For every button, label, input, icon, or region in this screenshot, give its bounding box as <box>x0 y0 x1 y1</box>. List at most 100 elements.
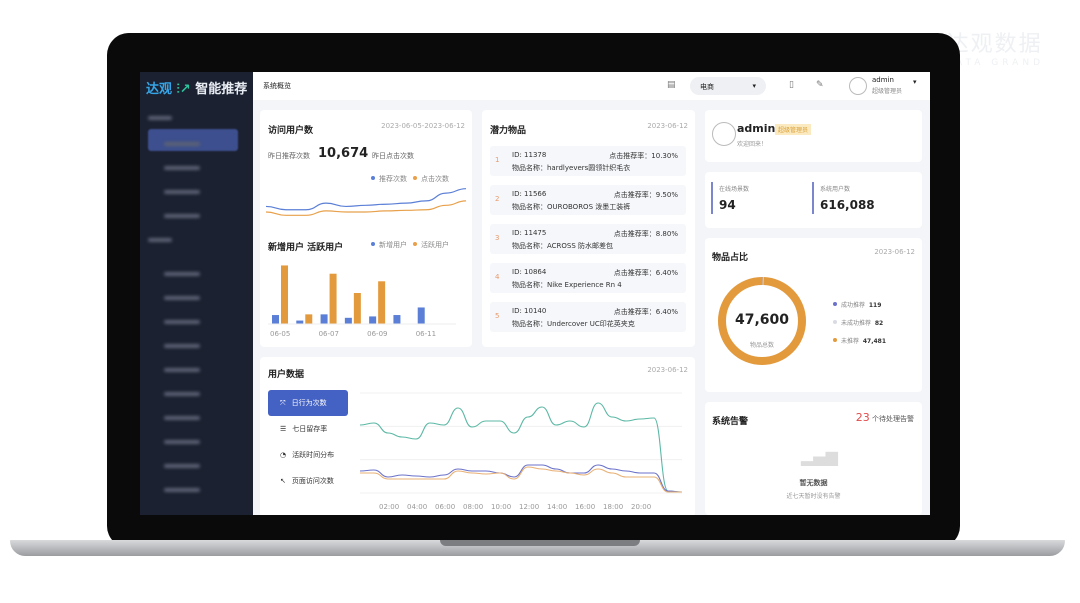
visits-legend: 推荐次数 点击次数 <box>365 174 449 184</box>
item-id: ID: 11378 <box>512 151 547 159</box>
menu-label: 页面访问次数 <box>291 477 334 485</box>
bar-new-users <box>272 315 279 324</box>
sidebar-item[interactable] <box>164 344 200 348</box>
laptop-base <box>10 540 1065 556</box>
avatar[interactable] <box>849 77 867 95</box>
bar-new-users <box>417 307 425 324</box>
laptop-notch <box>440 540 640 546</box>
visits-title: 访问用户数 <box>268 126 314 136</box>
rate-label: 点击推荐率： <box>609 152 652 160</box>
sidebar-item[interactable] <box>164 320 200 324</box>
sidebar-item[interactable] <box>164 488 200 492</box>
legend-label: 未成功推荐 <box>841 320 872 327</box>
brand-watermark: 达观数据 DATA GRAND <box>945 26 1044 68</box>
app-logo: 达观 ⫶↗ 智能推荐 <box>146 78 247 97</box>
rate-label: 点击推荐率： <box>613 269 656 277</box>
menu-timer[interactable]: ◔ 活跃时间分布 <box>268 442 348 468</box>
bar-active-users <box>378 281 386 324</box>
legend-value: 119 <box>868 302 882 309</box>
logo-text: 达观 <box>146 82 173 97</box>
item-rate: 8.80% <box>655 230 678 238</box>
online-value: 94 <box>719 198 736 212</box>
user-name[interactable]: admin <box>872 76 894 84</box>
rec-label: 昨日推荐次数 <box>268 152 310 160</box>
x-tick-label: 20:00 <box>631 503 651 511</box>
sidebar-item[interactable] <box>164 416 200 420</box>
sidebar-item[interactable] <box>164 166 200 170</box>
alerts-card: 系统告警 23 个待处理告警 ▂▄▆ 暂无数据 近七天暂时没有告警 <box>705 402 922 515</box>
grid-icon[interactable]: ▤ <box>667 80 676 90</box>
industry-select[interactable]: 电商 ▾ <box>690 77 766 95</box>
menu-label: 日行为次数 <box>291 399 327 407</box>
user-menu-chevron-icon[interactable]: ▾ <box>913 78 917 86</box>
potential-card: 潜力物品 2023-06-12 1 ID: 11378 点击推荐率：10.30% 物品… <box>482 110 695 347</box>
share-total: 47,600 <box>734 312 790 328</box>
name-label: 物品名称： <box>512 281 547 289</box>
potential-title: 潜力物品 <box>490 126 527 136</box>
bar-active-users <box>329 273 337 324</box>
empty-subtitle: 近七天暂时没有告警 <box>786 493 841 500</box>
share-legend-item: 未成功推荐 82 <box>833 318 883 327</box>
legend-click: 点击次数 <box>421 175 449 183</box>
logo-icon: ⫶↗ <box>176 82 191 97</box>
rate-label: 点击推荐率： <box>613 308 656 316</box>
x-tick-label: 06-09 <box>367 330 387 338</box>
sidebar-item[interactable] <box>164 440 200 444</box>
user-data-title: 用户数据 <box>268 370 305 380</box>
menu-pageview[interactable]: ↖ 页面访问次数 <box>268 468 348 494</box>
item-rate: 9.50% <box>655 191 678 199</box>
x-tick-label: 16:00 <box>575 503 595 511</box>
x-tick-label: 18:00 <box>603 503 623 511</box>
share-title: 物品占比 <box>712 253 749 263</box>
click-label: 昨日点击次数 <box>372 152 414 160</box>
x-tick-label: 02:00 <box>379 503 399 511</box>
x-tick-label: 06:00 <box>435 503 455 511</box>
menu-retention[interactable]: ☰ 七日留存率 <box>268 416 348 442</box>
potential-item[interactable]: 1 ID: 11378 点击推荐率：10.30% 物品名称：hardlyevers圆领… <box>490 146 686 176</box>
visits-series-line <box>266 188 466 211</box>
link-icon[interactable]: ✎ <box>816 80 824 90</box>
bar-new-users <box>296 320 304 324</box>
potential-item[interactable]: 2 ID: 11566 点击推荐率：9.50% 物品名称：OUROBOROS 泼墨工装… <box>490 185 686 215</box>
sidebar-item[interactable] <box>164 296 200 300</box>
visits-card: 访问用户数 2023-06-05-2023-06-12 昨日推荐次数 10,67… <box>260 110 472 347</box>
visits-date: 2023-06-05-2023-06-12 <box>381 122 465 130</box>
sidebar-item[interactable] <box>148 116 172 120</box>
watermark-name: 达观数据 <box>946 32 1043 57</box>
bar-active-users <box>353 293 361 324</box>
potential-item[interactable]: 3 ID: 11475 点击推荐率：8.80% 物品名称：ACROSS 防水邮差包 <box>490 224 686 254</box>
alerts-count-number: 23 <box>855 411 870 424</box>
sidebar-item[interactable] <box>164 272 200 276</box>
sidebar-item[interactable] <box>164 392 200 396</box>
behavior-icon: ⤧ <box>280 398 286 407</box>
item-name: hardlyevers圆领针织毛衣 <box>547 164 631 172</box>
item-rank: 2 <box>495 195 500 203</box>
profile-name: admin <box>737 122 776 135</box>
sidebar-item[interactable] <box>164 464 200 468</box>
x-tick-label: 14:00 <box>547 503 567 511</box>
rec-value: 10,674 <box>318 146 369 161</box>
x-tick-label: 06-07 <box>319 330 339 338</box>
top-bar: 系统概览 ▤ 电商 ▾ ▯ ✎ admin 超级管理员 ▾ <box>253 72 930 100</box>
potential-item[interactable]: 5 ID: 10140 点击推荐率：6.40% 物品名称：Undercover UC印… <box>490 302 686 332</box>
item-name: OUROBOROS 泼墨工装裤 <box>547 203 631 211</box>
user-data-date: 2023-06-12 <box>647 366 688 374</box>
legend-value: 82 <box>874 320 884 327</box>
document-icon[interactable]: ▯ <box>789 80 794 90</box>
sidebar-item[interactable] <box>148 238 172 242</box>
sidebar-item-active[interactable] <box>148 129 238 151</box>
sidebar-item[interactable] <box>164 142 200 146</box>
x-tick-label: 10:00 <box>491 503 511 511</box>
bar-active-users <box>281 265 288 324</box>
potential-item[interactable]: 4 ID: 10864 点击推荐率：6.40% 物品名称：Nike Experienc… <box>490 263 686 293</box>
alerts-count[interactable]: 23 个待处理告警 <box>856 411 914 424</box>
sidebar-item[interactable] <box>164 214 200 218</box>
item-id: ID: 10864 <box>512 268 547 276</box>
users-legend: 新增用户 活跃用户 <box>365 240 449 250</box>
sidebar-item[interactable] <box>164 368 200 372</box>
legend-active: 活跃用户 <box>421 241 449 249</box>
menu-behavior[interactable]: ⤧ 日行为次数 <box>268 390 348 416</box>
users-bar-chart: 06-05 06-07 06-09 06-11 <box>268 265 456 338</box>
legend-label: 成功推荐 <box>841 302 866 309</box>
sidebar-item[interactable] <box>164 190 200 194</box>
